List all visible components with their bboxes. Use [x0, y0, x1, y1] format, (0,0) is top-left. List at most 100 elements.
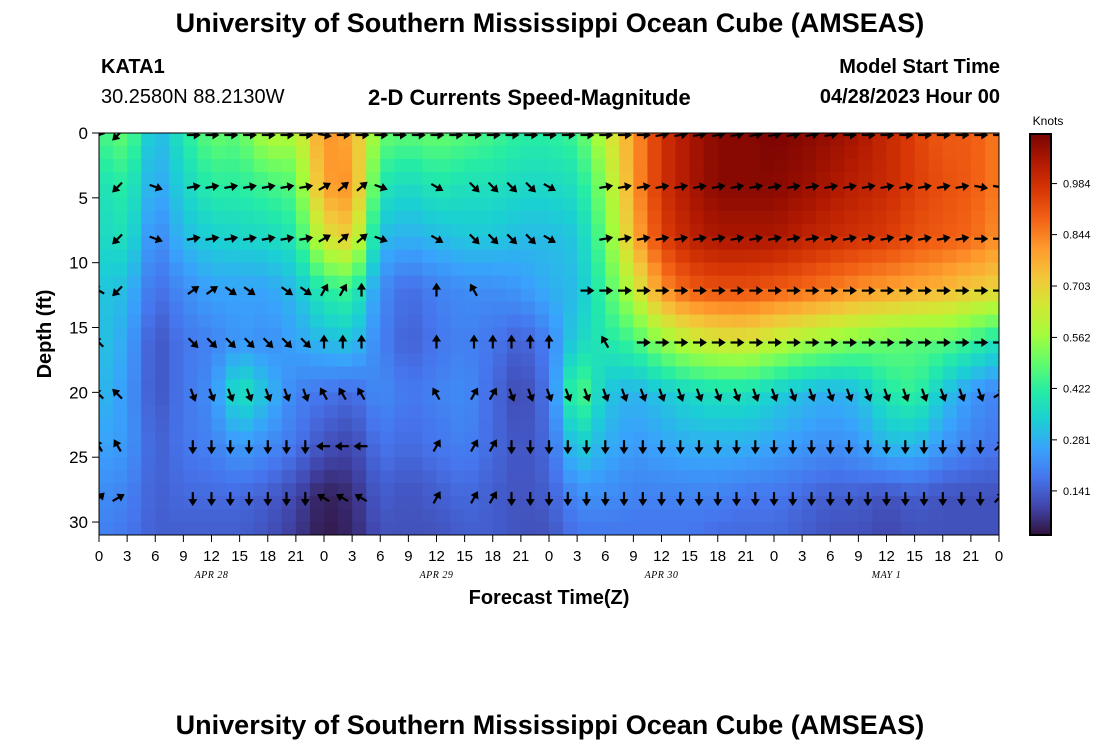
- current-arrow: [188, 492, 198, 507]
- heatmap-cell: [591, 392, 606, 406]
- current-arrow: [356, 181, 368, 192]
- heatmap-cell: [675, 249, 691, 264]
- heatmap-cell: [970, 158, 986, 173]
- heatmap-cell: [281, 288, 297, 303]
- heatmap-cell: [731, 405, 747, 419]
- heatmap-cell: [984, 210, 999, 225]
- heatmap-cell: [464, 197, 480, 212]
- heatmap-cell: [970, 301, 986, 316]
- heatmap-cell: [225, 483, 241, 497]
- heatmap-cell: [549, 145, 564, 160]
- heatmap-cell: [99, 275, 114, 290]
- heatmap-cell: [886, 197, 902, 212]
- heatmap-cell: [619, 197, 634, 212]
- heatmap-cell: [534, 184, 550, 199]
- heatmap-cell: [605, 483, 620, 497]
- heatmap-cell: [113, 522, 128, 535]
- heatmap-cell: [689, 223, 705, 238]
- current-arrow: [692, 234, 707, 243]
- heatmap-cell: [605, 145, 620, 160]
- heatmap-cell: [197, 145, 213, 160]
- heatmap-cell: [675, 262, 691, 277]
- heatmap-cell: [267, 353, 283, 368]
- heatmap-cell: [394, 418, 409, 432]
- heatmap-cell: [267, 288, 283, 303]
- heatmap-cell: [295, 522, 311, 535]
- heatmap-cell: [731, 301, 747, 316]
- heatmap-cell: [788, 470, 803, 484]
- heatmap-cell: [464, 145, 480, 160]
- heatmap-cell: [506, 145, 522, 160]
- heatmap-cell: [309, 210, 325, 225]
- current-arrow: [411, 133, 426, 140]
- heatmap-cell: [324, 210, 339, 225]
- heatmap-cell: [450, 496, 466, 510]
- heatmap-cell: [591, 483, 606, 497]
- heatmap-cell: [563, 483, 578, 497]
- heatmap-cell: [478, 379, 494, 393]
- heatmap-cell: [745, 275, 761, 290]
- heatmap-cell: [675, 275, 691, 290]
- heatmap-cell: [155, 275, 170, 290]
- heatmap-cell: [520, 379, 536, 393]
- heatmap-cell: [703, 197, 719, 212]
- heatmap-cell: [984, 249, 999, 264]
- heatmap-cell: [127, 210, 142, 225]
- heatmap-cell: [281, 483, 297, 497]
- heatmap-cell: [394, 379, 409, 393]
- heatmap-cell: [745, 223, 761, 238]
- heatmap-cell: [99, 262, 114, 277]
- heatmap-cell: [534, 522, 550, 535]
- heatmap-cell: [858, 197, 874, 212]
- heatmap-cell: [408, 405, 424, 419]
- heatmap-cell: [309, 340, 325, 355]
- heatmap-cell: [408, 327, 424, 342]
- heatmap-cell: [577, 262, 592, 277]
- heatmap-cell: [338, 431, 353, 445]
- heatmap-cell: [239, 457, 255, 471]
- heatmap-cell: [900, 327, 916, 342]
- heatmap-cell: [253, 171, 269, 186]
- heatmap-cell: [436, 275, 452, 290]
- heatmap-cell: [816, 366, 831, 380]
- heatmap-cell: [956, 457, 972, 471]
- heatmap-cell: [366, 379, 381, 393]
- current-arrow: [488, 387, 498, 401]
- current-arrow: [336, 133, 351, 140]
- heatmap-cell: [563, 223, 578, 238]
- heatmap-cell: [113, 197, 128, 212]
- heatmap-cell: [534, 470, 550, 484]
- heatmap-cell: [802, 145, 817, 160]
- x-tick-label: 15: [681, 548, 698, 565]
- current-arrow: [993, 133, 999, 137]
- heatmap-cell: [717, 496, 733, 510]
- current-arrow: [636, 182, 651, 192]
- heatmap-cell: [942, 431, 958, 445]
- current-arrow: [805, 234, 820, 243]
- heatmap-cell: [141, 249, 156, 264]
- heatmap-cell: [788, 145, 803, 160]
- heatmap-cell: [872, 483, 888, 497]
- heatmap-cell: [703, 327, 719, 342]
- heatmap-cell: [478, 184, 494, 199]
- heatmap-cell: [788, 249, 803, 264]
- heatmap-cell: [703, 392, 719, 406]
- current-arrow: [936, 286, 951, 296]
- heatmap-cell: [717, 210, 733, 225]
- heatmap-cell: [450, 184, 466, 199]
- heatmap-cell: [675, 431, 691, 445]
- heatmap-cell: [127, 314, 142, 329]
- heatmap-cell: [127, 470, 142, 484]
- heatmap-cell: [844, 366, 859, 380]
- heatmap-cell: [942, 210, 958, 225]
- heatmap-cell: [113, 249, 128, 264]
- current-arrow: [355, 133, 370, 140]
- x-tick-label: 0: [95, 548, 103, 565]
- heatmap-cell: [984, 379, 999, 393]
- heatmap-cell: [478, 301, 494, 316]
- heatmap-cell: [717, 509, 733, 523]
- heatmap-cell: [956, 522, 972, 535]
- heatmap-cell: [577, 223, 592, 238]
- heatmap-cell: [352, 158, 367, 173]
